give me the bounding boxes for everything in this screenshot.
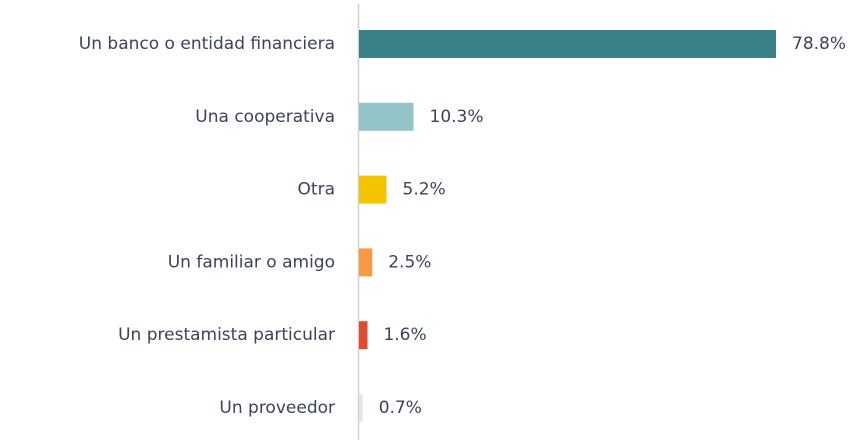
bar [359,394,363,422]
bar [359,248,373,277]
category-label: Un prestamista particular [118,325,335,345]
category-label: Una cooperativa [195,107,335,127]
value-label: 1.6% [383,325,426,345]
category-label: Un familiar o amigo [168,252,335,272]
bar [359,102,414,131]
value-label: 78.8% [792,34,846,54]
category-label: Otra [298,180,335,200]
value-label: 5.2% [403,180,446,200]
category-label: Un proveedor [219,398,335,418]
value-label: 10.3% [430,107,484,127]
value-label: 2.5% [388,252,431,272]
bar [359,30,776,58]
bar [359,175,387,204]
bar [359,321,368,350]
value-label: 0.7% [379,398,422,418]
category-label: Un banco o entidad financiera [79,34,335,54]
